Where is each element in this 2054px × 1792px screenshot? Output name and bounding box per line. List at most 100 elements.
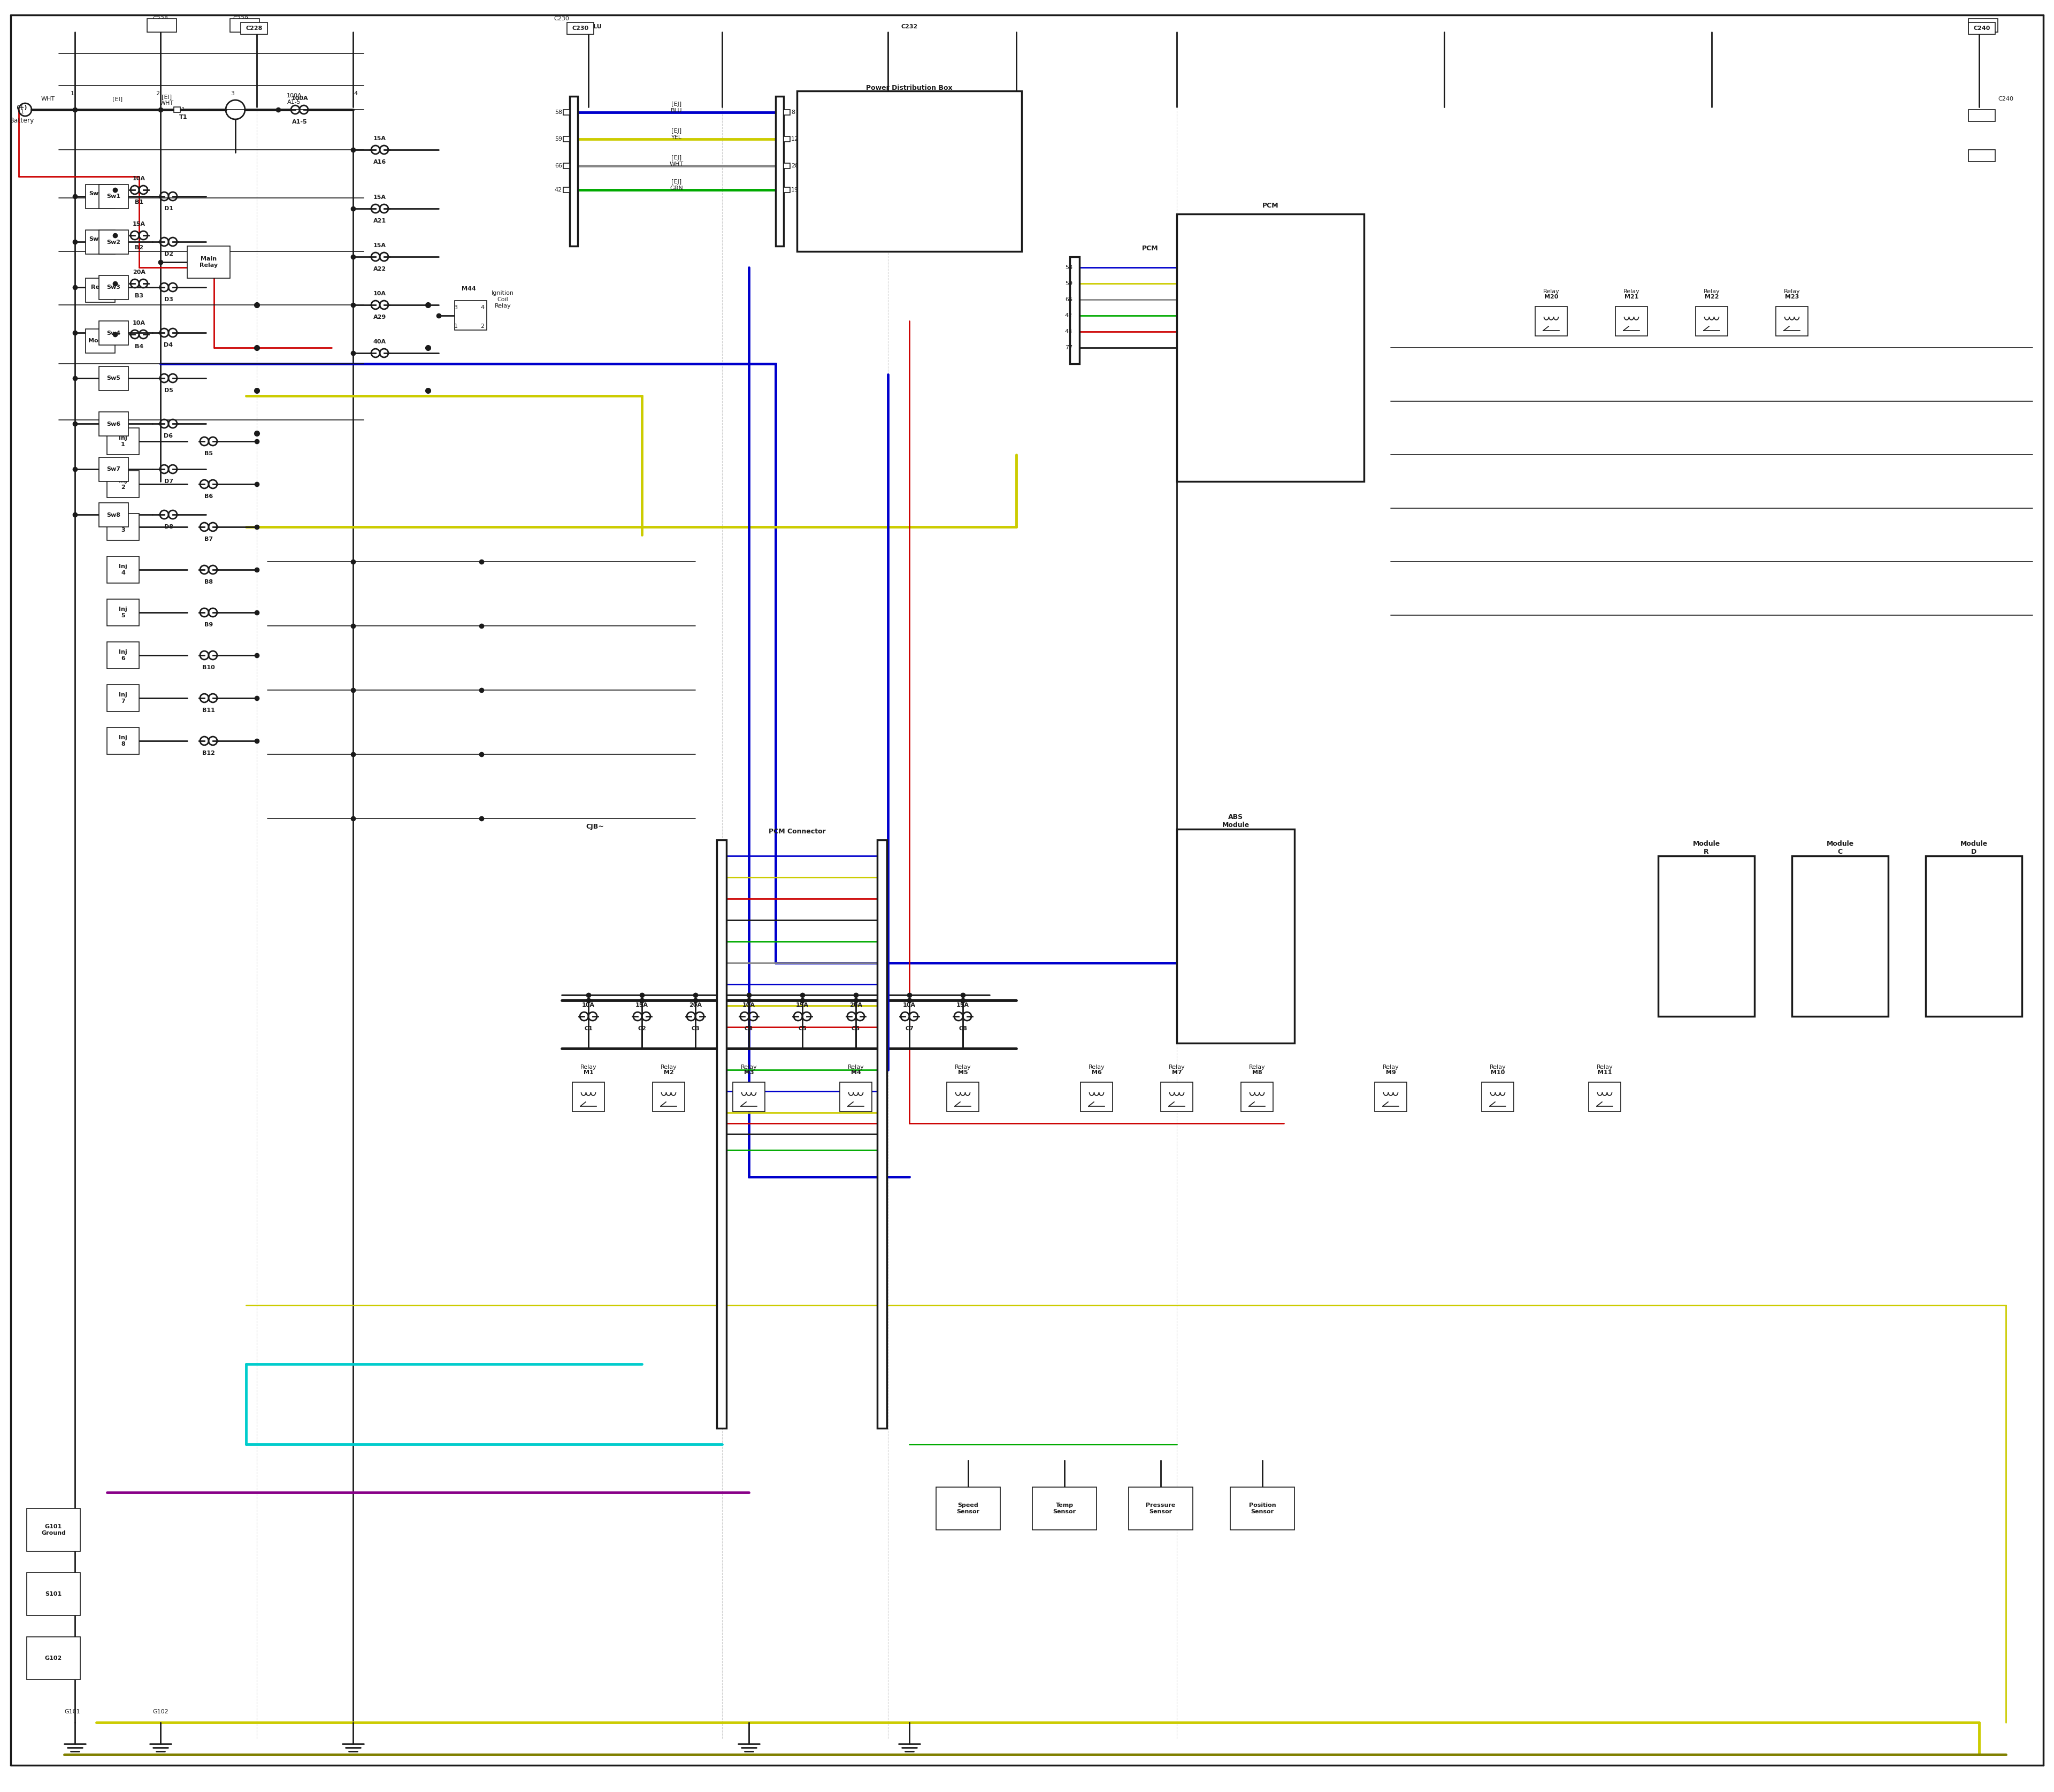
Text: 1: 1 (181, 108, 185, 113)
Text: F14: F14 (850, 224, 861, 228)
Text: Inj
5: Inj 5 (119, 607, 127, 618)
Text: C228: C228 (152, 23, 168, 29)
Text: 30A: 30A (916, 158, 924, 163)
Text: D5: D5 (164, 387, 173, 392)
FancyBboxPatch shape (947, 1082, 980, 1111)
Text: B8: B8 (203, 579, 214, 584)
FancyBboxPatch shape (99, 321, 127, 346)
Text: Relay: Relay (1169, 1064, 1185, 1070)
Text: [EJ] BLU: [EJ] BLU (575, 23, 602, 29)
Text: C230: C230 (555, 16, 569, 22)
Text: Ignition
Coil
Relay: Ignition Coil Relay (491, 290, 514, 308)
Text: 20A: 20A (850, 1002, 863, 1007)
Text: 1: 1 (454, 324, 458, 330)
Text: 15A: 15A (957, 1002, 969, 1007)
Text: 30A: 30A (820, 109, 828, 115)
Text: 3: 3 (454, 305, 458, 310)
Text: Relay: Relay (1543, 289, 1559, 294)
FancyBboxPatch shape (107, 599, 140, 625)
Text: 30A: 30A (916, 201, 924, 206)
Text: F2: F2 (852, 133, 859, 138)
Text: Sw4: Sw4 (107, 330, 121, 335)
FancyBboxPatch shape (567, 23, 594, 34)
Text: 42: 42 (1064, 314, 1072, 319)
Text: Relay: Relay (1783, 289, 1799, 294)
FancyBboxPatch shape (840, 1082, 871, 1111)
FancyBboxPatch shape (99, 185, 127, 208)
Text: G102: G102 (45, 1656, 62, 1661)
Text: 10A: 10A (741, 1002, 756, 1007)
FancyBboxPatch shape (573, 1082, 604, 1111)
Text: M5: M5 (957, 1070, 967, 1075)
Text: [EI]
WHT: [EI] WHT (160, 95, 175, 106)
FancyBboxPatch shape (86, 278, 115, 303)
Text: 77: 77 (1064, 346, 1072, 351)
FancyBboxPatch shape (230, 18, 259, 32)
Text: Sw7: Sw7 (107, 466, 121, 471)
Text: Inj
4: Inj 4 (119, 564, 127, 575)
Text: M44: M44 (462, 287, 477, 292)
Text: M4: M4 (850, 1070, 861, 1075)
Text: 59: 59 (1064, 281, 1072, 287)
FancyBboxPatch shape (803, 97, 1017, 246)
FancyBboxPatch shape (1481, 1082, 1514, 1111)
FancyBboxPatch shape (99, 457, 127, 482)
Text: 28: 28 (1228, 297, 1234, 303)
Text: Sw6: Sw6 (107, 421, 121, 426)
Text: C232: C232 (902, 23, 918, 29)
Text: D1: D1 (164, 206, 173, 211)
Text: Power Distribution Box: Power Distribution Box (867, 84, 953, 91)
Text: 2: 2 (481, 324, 485, 330)
FancyBboxPatch shape (563, 109, 569, 115)
Text: Relay: Relay (1703, 289, 1719, 294)
Text: 59: 59 (555, 136, 563, 142)
FancyBboxPatch shape (187, 246, 230, 278)
Text: F11: F11 (947, 181, 957, 186)
Text: C240: C240 (1999, 97, 2013, 102)
Text: C3: C3 (690, 1027, 700, 1032)
FancyBboxPatch shape (653, 1082, 684, 1111)
Text: 28: 28 (791, 163, 799, 168)
Text: 15A: 15A (374, 244, 386, 249)
Text: C7: C7 (906, 1027, 914, 1032)
Text: 66: 66 (1064, 297, 1072, 303)
Text: Main
Relay: Main Relay (199, 256, 218, 267)
Text: M6: M6 (1091, 1070, 1101, 1075)
FancyBboxPatch shape (563, 163, 569, 168)
Text: M8: M8 (1253, 1070, 1261, 1075)
Text: Switch
2: Switch 2 (88, 237, 111, 247)
Text: 15A: 15A (134, 222, 146, 228)
Text: 10A: 10A (134, 321, 146, 326)
Text: A16: A16 (374, 159, 386, 165)
FancyBboxPatch shape (107, 728, 140, 754)
Text: F10: F10 (916, 181, 924, 186)
Text: Battery: Battery (10, 116, 35, 124)
Text: 58: 58 (1064, 265, 1072, 271)
Text: GRN: GRN (670, 186, 684, 192)
Text: F1: F1 (822, 133, 828, 138)
FancyBboxPatch shape (1080, 1082, 1113, 1111)
Text: 15A: 15A (635, 1002, 649, 1007)
FancyBboxPatch shape (785, 136, 791, 142)
FancyBboxPatch shape (877, 840, 887, 1428)
Text: A29: A29 (374, 315, 386, 321)
FancyBboxPatch shape (1588, 1082, 1621, 1111)
Text: D6: D6 (164, 434, 173, 439)
Text: C4: C4 (744, 1027, 754, 1032)
FancyBboxPatch shape (1697, 306, 1727, 335)
Text: Relay: Relay (661, 1064, 678, 1070)
Text: C1: C1 (583, 1027, 594, 1032)
FancyBboxPatch shape (785, 163, 791, 168)
Text: M7: M7 (1171, 1070, 1181, 1075)
FancyBboxPatch shape (1791, 857, 1888, 1016)
Text: Relay: Relay (579, 1064, 596, 1070)
Text: 15A: 15A (947, 109, 957, 115)
Text: 12: 12 (791, 136, 799, 142)
Text: 100A: 100A (292, 95, 308, 100)
Text: 30: 30 (1228, 346, 1234, 351)
Text: Sw5: Sw5 (107, 376, 121, 382)
Text: C6: C6 (852, 1027, 861, 1032)
Text: Inj
3: Inj 3 (119, 521, 127, 532)
Text: Inj
2: Inj 2 (119, 478, 127, 489)
Text: 20A: 20A (883, 109, 893, 115)
